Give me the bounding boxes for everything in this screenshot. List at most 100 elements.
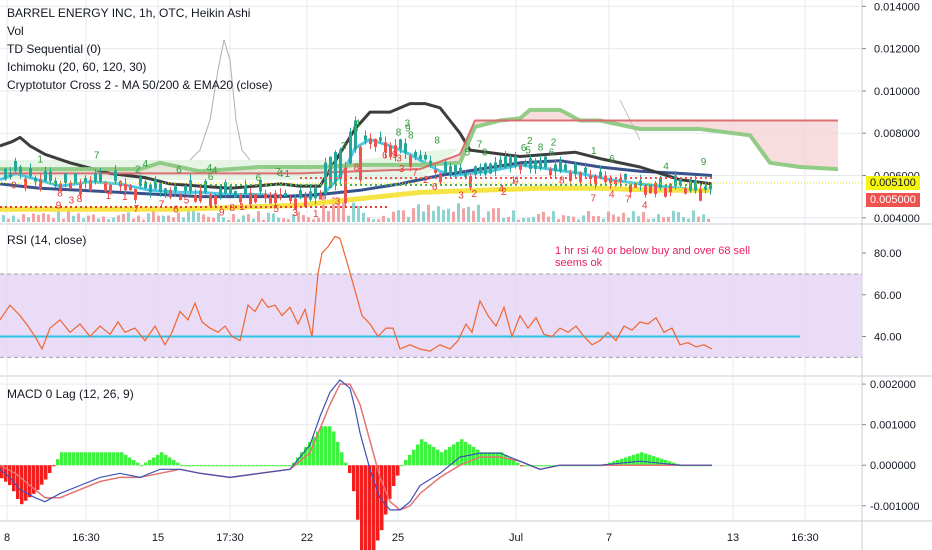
volume-bar [352,202,355,222]
volume-bar [142,219,145,222]
macd-histogram-bar [368,465,372,550]
price-y-tick-label: 0.014000 [874,1,920,13]
candle-body [229,185,232,194]
senkou-b-line [0,119,838,175]
candle-body [169,189,172,198]
macd-histogram-bar [52,465,56,467]
volume-bar [47,214,50,222]
macd-histogram-bar [40,465,44,485]
macd-histogram-bar [244,465,248,467]
macd-histogram-bar [216,465,220,467]
study-vol[interactable]: Vol [7,24,24,38]
candle-body [674,175,677,186]
rsi-band [0,273,862,358]
candle-body [414,151,417,157]
candle-body [234,191,237,198]
volume-bar [122,213,125,222]
td-count-mark: 4 [355,119,361,130]
macd-histogram-bar [76,452,80,466]
volume-bar [662,217,665,222]
macd-histogram-bar [440,452,444,466]
x-tick-label: 7 [606,532,612,544]
macd-histogram-bar [664,460,668,466]
macd-histogram-bar [484,452,488,466]
macd-histogram-bar [72,452,76,466]
macd-histogram-bar [624,457,628,466]
volume-bar [107,219,110,222]
candle-body [524,161,527,166]
macd-histogram-bar [432,447,436,466]
td-count-mark: 8 [408,131,414,142]
macd-histogram-bar [0,465,4,479]
macd-histogram-bar [448,447,452,466]
spike-line [189,39,251,161]
td-count-mark: 3 [405,119,411,130]
candle-body [699,189,702,201]
candle-body [14,160,17,172]
macd-histogram-bar [172,460,176,466]
macd-histogram-bar [388,465,392,499]
macd-histogram-bar [36,465,40,490]
macd-histogram-bar [404,460,408,466]
rsi-y-tick-label: 40.00 [874,331,902,343]
td-count-mark: 4 [513,175,519,186]
td-count-mark: 7 [275,167,281,178]
volume-bar [687,218,690,222]
volume-bar [537,214,540,222]
macd-histogram-bar [548,465,552,467]
macd-histogram-bar [428,444,432,466]
volume-bar [527,217,530,222]
volume-bar [392,211,395,222]
candle-body [449,166,452,175]
volume-bar [597,216,600,222]
volume-bar [367,217,370,222]
td-count-mark: 4 [212,165,218,176]
volume-bar [637,216,640,222]
macd-title[interactable]: MACD 0 Lag (12, 26, 9) [7,387,134,401]
macd-histogram-bar [492,452,496,466]
macd-histogram-bar [88,452,92,466]
td-count-mark: 9 [56,201,62,212]
macd-histogram-bar [364,465,368,550]
candle-body [384,142,387,153]
td-count-mark: 2 [135,165,141,176]
candle-body [99,173,102,183]
td-count-mark: 7 [159,199,165,210]
volume-bar [677,212,680,222]
volume-bar [457,203,460,222]
td-count-mark: 5 [525,145,531,156]
volume-bar [332,197,335,222]
study-td-sequential[interactable]: TD Sequential (0) [7,42,102,56]
volume-bar [542,211,545,222]
volume-bar [112,217,115,222]
macd-histogram-bar [360,465,364,550]
td-count-mark: 6 [176,165,182,176]
study-cryptotutor[interactable]: Cryptotutor Cross 2 - MA 50/200 & EMA20 … [7,78,273,92]
candle-body [24,178,27,189]
candle-body [334,151,337,185]
macd-histogram-bar [84,452,88,466]
study-ichimoku[interactable]: Ichimoku (20, 60, 120, 30) [7,60,147,74]
volume-bar [547,216,550,222]
volume-bar [302,215,305,222]
td-count-mark: 6 [521,143,527,154]
td-count-mark: 1 [106,191,112,202]
candle-body [434,169,437,173]
volume-bar [357,205,360,222]
volume-bar [512,210,515,222]
macd-histogram-bar [288,465,292,467]
rsi-title[interactable]: RSI (14, close) [7,233,87,247]
volume-bar [97,218,100,222]
ma-line [0,159,713,199]
candle-body [59,183,62,191]
volume-bar [92,214,95,222]
candle-body [459,167,462,174]
macd-histogram-bar [444,449,448,466]
macd-histogram-bar [640,452,644,466]
volume-bar [87,215,90,222]
volume-bar [447,208,450,222]
macd-histogram-bar [516,462,520,466]
macd-histogram-bar [104,452,108,466]
macd-histogram-bar [196,465,200,467]
